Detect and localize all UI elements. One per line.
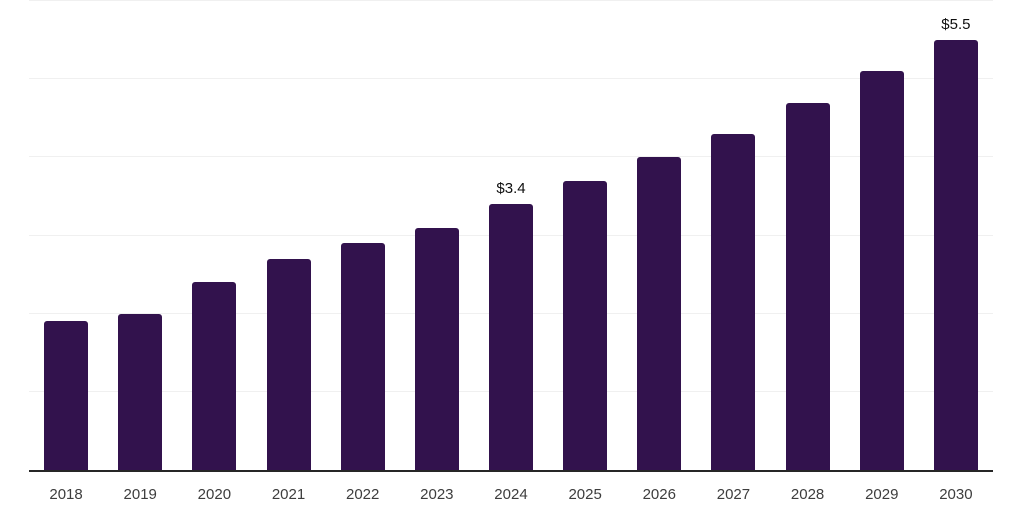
bar-2020 <box>192 282 237 470</box>
bar-band-2018: 2018 <box>29 1 103 503</box>
bar-band-2022: 2022 <box>326 1 400 503</box>
bar-2025 <box>563 180 608 470</box>
bar-2023 <box>414 227 459 470</box>
bar-2028 <box>785 102 830 470</box>
x-axis-label-2024: 2024 <box>494 486 528 503</box>
bar-band-2030: $5.5 2030 <box>919 1 993 503</box>
bar-2029 <box>859 71 904 470</box>
x-axis-label-2026: 2026 <box>642 486 676 503</box>
bar-2018 <box>44 321 89 470</box>
x-axis-label-2025: 2025 <box>568 486 602 503</box>
gridline <box>29 0 993 1</box>
bar-2030 <box>933 40 978 470</box>
bar-2027 <box>711 133 756 470</box>
plot-area: 2018 2019 2020 2021 2022 2023 $3.4 2024 2025 2026… <box>29 0 993 503</box>
bar-2024 <box>488 204 533 470</box>
bar-band-2024: $3.4 2024 <box>474 1 548 503</box>
bar-band-2020: 2020 <box>177 1 251 503</box>
bar-band-2019: 2019 <box>103 1 177 503</box>
bar-band-2025: 2025 <box>548 1 622 503</box>
bar-band-2021: 2021 <box>251 1 325 503</box>
x-axis-label-2027: 2027 <box>716 486 751 503</box>
bar-value-label-2024: $3.4 <box>496 180 526 198</box>
bar-2021 <box>266 258 311 470</box>
bar-2019 <box>118 313 163 470</box>
x-axis-label-2022: 2022 <box>345 486 380 503</box>
x-axis-label-2030: 2030 <box>939 486 973 503</box>
bar-value-label-2030: $5.5 <box>941 16 971 34</box>
x-axis-label-2019: 2019 <box>123 486 157 503</box>
gridline <box>29 156 993 158</box>
x-axis-label-2029: 2029 <box>865 486 899 503</box>
bar-band-2023: 2023 <box>400 1 474 503</box>
bar-2022 <box>340 243 385 470</box>
x-axis-label-2028: 2028 <box>790 486 825 503</box>
gridline <box>29 78 993 80</box>
bar-band-2028: 2028 <box>771 1 845 503</box>
x-axis-label-2020: 2020 <box>197 486 232 503</box>
bar-band-2026: 2026 <box>622 1 696 503</box>
x-axis-label-2018: 2018 <box>49 486 83 503</box>
bar-2026 <box>637 157 682 470</box>
x-axis-label-2021: 2021 <box>271 486 306 503</box>
bar-band-2029: 2029 <box>845 1 919 503</box>
bar-band-2027: 2027 <box>696 1 770 503</box>
x-axis-label-2023: 2023 <box>420 486 454 503</box>
